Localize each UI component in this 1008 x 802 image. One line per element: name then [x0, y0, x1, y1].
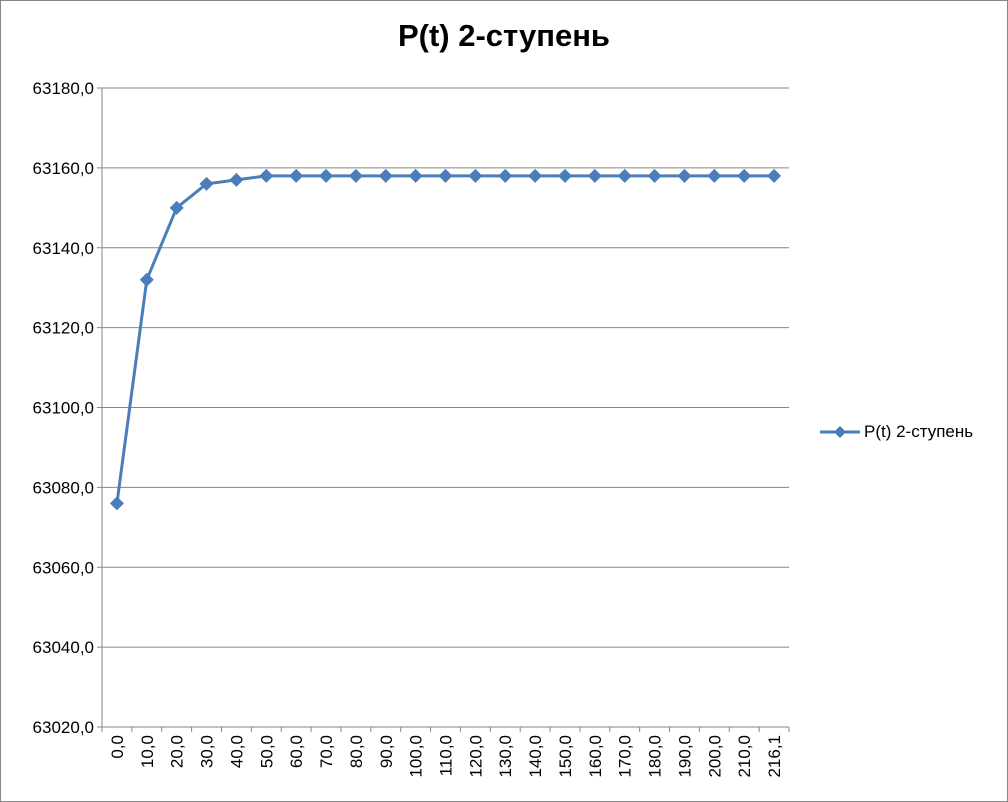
- x-tick-label: 180,0: [646, 735, 665, 778]
- y-tick-label: 63160,0: [33, 159, 94, 178]
- y-tick-label: 63180,0: [33, 79, 94, 98]
- legend-label: P(t) 2-ступень: [864, 422, 974, 441]
- x-tick-label: 120,0: [466, 735, 485, 778]
- legend: P(t) 2-ступень: [820, 422, 973, 442]
- x-tick-label: 20,0: [168, 735, 187, 768]
- data-point-marker: [587, 168, 602, 183]
- data-point-marker: [647, 168, 662, 183]
- data-point-marker: [229, 172, 244, 187]
- legend-swatch: [820, 426, 860, 438]
- x-tick-label: 170,0: [616, 735, 635, 778]
- data-point-marker: [707, 168, 722, 183]
- x-tick-label: 110,0: [437, 735, 456, 776]
- x-tick-label: 140,0: [526, 735, 545, 778]
- x-tick-label: 70,0: [317, 735, 336, 768]
- data-point-marker: [289, 168, 304, 183]
- data-point-marker: [139, 272, 154, 287]
- x-tick-label: 0,0: [108, 735, 127, 759]
- y-tick-label: 63140,0: [33, 239, 94, 258]
- data-point-marker: [767, 168, 782, 183]
- data-point-marker: [109, 496, 124, 511]
- x-tick-label: 40,0: [227, 735, 246, 768]
- y-tick-label: 63120,0: [33, 319, 94, 338]
- x-tick-label: 80,0: [347, 735, 366, 768]
- data-point-marker: [677, 168, 692, 183]
- x-tick-label: 30,0: [198, 735, 217, 768]
- y-tick-label: 63020,0: [33, 718, 94, 737]
- x-tick-label: 200,0: [705, 735, 724, 778]
- data-point-marker: [498, 168, 513, 183]
- x-tick-label: 150,0: [556, 735, 575, 778]
- y-tick-label: 63060,0: [33, 558, 94, 577]
- data-point-marker: [468, 168, 483, 183]
- x-tick-label: 90,0: [377, 735, 396, 768]
- y-tick-label: 63080,0: [33, 478, 94, 497]
- x-tick-label: 50,0: [257, 735, 276, 768]
- chart-title: P(t) 2-ступень: [397, 18, 610, 53]
- data-point-marker: [528, 168, 543, 183]
- data-point-marker: [408, 168, 423, 183]
- x-tick-label: 10,0: [138, 735, 157, 768]
- data-point-marker: [199, 176, 214, 191]
- y-tick-label: 63100,0: [33, 399, 94, 418]
- data-point-marker: [378, 168, 393, 183]
- x-tick-label: 216,1: [765, 735, 784, 778]
- data-point-marker: [617, 168, 632, 183]
- data-point-marker: [169, 200, 184, 215]
- x-tick-label: 160,0: [586, 735, 605, 778]
- data-point-marker: [557, 168, 572, 183]
- data-point-marker: [348, 168, 363, 183]
- x-tick-label: 210,0: [735, 735, 754, 778]
- y-tick-label: 63040,0: [33, 638, 94, 657]
- x-tick-label: 100,0: [407, 735, 426, 778]
- x-tick-label: 130,0: [496, 735, 515, 778]
- x-tick-label: 190,0: [675, 735, 694, 778]
- data-point-marker: [259, 168, 274, 183]
- data-point-marker: [319, 168, 334, 183]
- x-tick-label: 60,0: [287, 735, 306, 768]
- data-point-marker: [438, 168, 453, 183]
- series-line: [115, 174, 775, 504]
- data-point-marker: [737, 168, 752, 183]
